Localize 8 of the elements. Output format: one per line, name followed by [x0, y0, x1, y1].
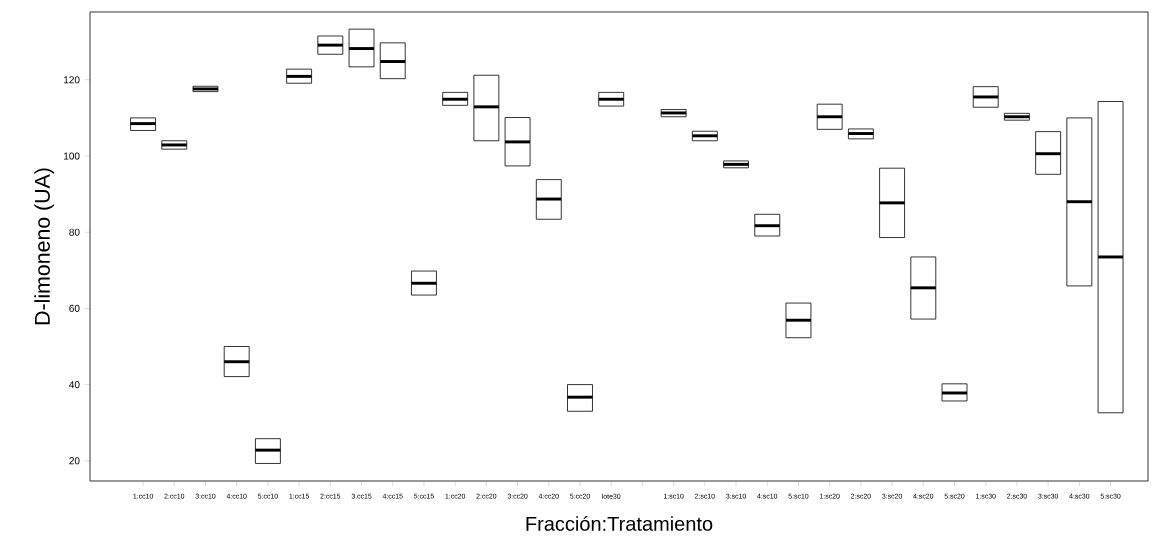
- y-tick-label: 60: [69, 304, 80, 312]
- x-axis-title: Fracción:Tratamiento: [526, 515, 713, 531]
- y-tick-label: 100: [64, 152, 80, 160]
- y-tick-label: 20: [69, 457, 80, 465]
- y-tick-label: 120: [64, 76, 80, 84]
- y-tick-label: 40: [69, 381, 80, 389]
- y-tick-label: 80: [69, 228, 80, 236]
- y-axis-title: D-limoneno (UA): [34, 168, 55, 325]
